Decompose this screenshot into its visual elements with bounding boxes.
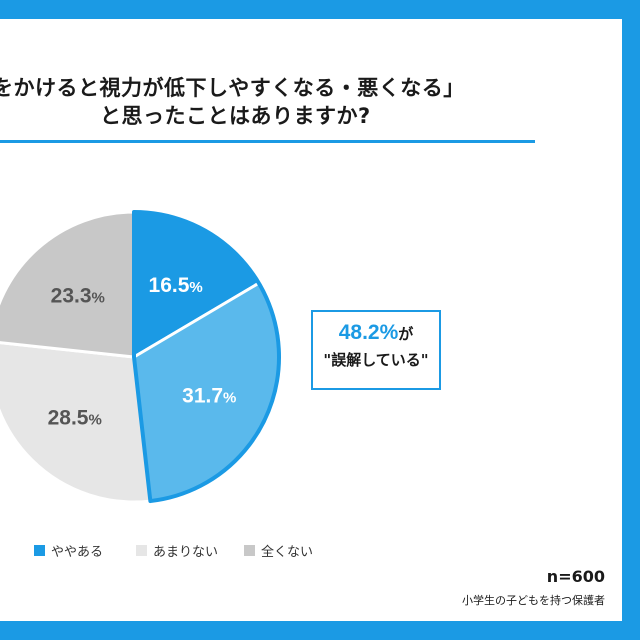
question-line-2: と思ったことはありますか? [100, 104, 371, 128]
legend-item-yaya-aru: ややある [34, 541, 103, 560]
title-underline [0, 140, 535, 143]
highlight-outline [132, 210, 281, 504]
legend-swatch [244, 545, 255, 556]
legend-label: 全くない [261, 545, 314, 560]
legend-swatch [34, 545, 45, 556]
legend-swatch [136, 545, 147, 556]
slice-label-0: 16.5% [149, 274, 203, 297]
respondents-note: 小学生の子どもを持つ保護者 [462, 594, 605, 607]
sample-size: n=600 [546, 567, 605, 586]
legend-label: あまりない [153, 545, 219, 560]
pie-slice-2 [0, 341, 153, 504]
callout-box: 48.2%が "誤解している" [311, 310, 441, 390]
callout-text: "誤解している" [323, 351, 429, 369]
legend-item-amari-nai: あまりない [136, 541, 218, 560]
question-line-1: をかけると視力が低下しやすくなる・悪くなる」 [0, 76, 465, 100]
pie-slice-3 [0, 210, 136, 359]
slice-label-1: 31.7% [182, 384, 236, 407]
slice-label-3: 23.3% [51, 284, 105, 307]
legend-label: ややある [51, 545, 104, 560]
legend-item-mattaku-nai: 全くない [244, 541, 313, 560]
callout-value: 48.2% [338, 321, 399, 344]
slice-label-2: 28.5% [48, 407, 102, 430]
callout-suffix: が [398, 325, 414, 343]
